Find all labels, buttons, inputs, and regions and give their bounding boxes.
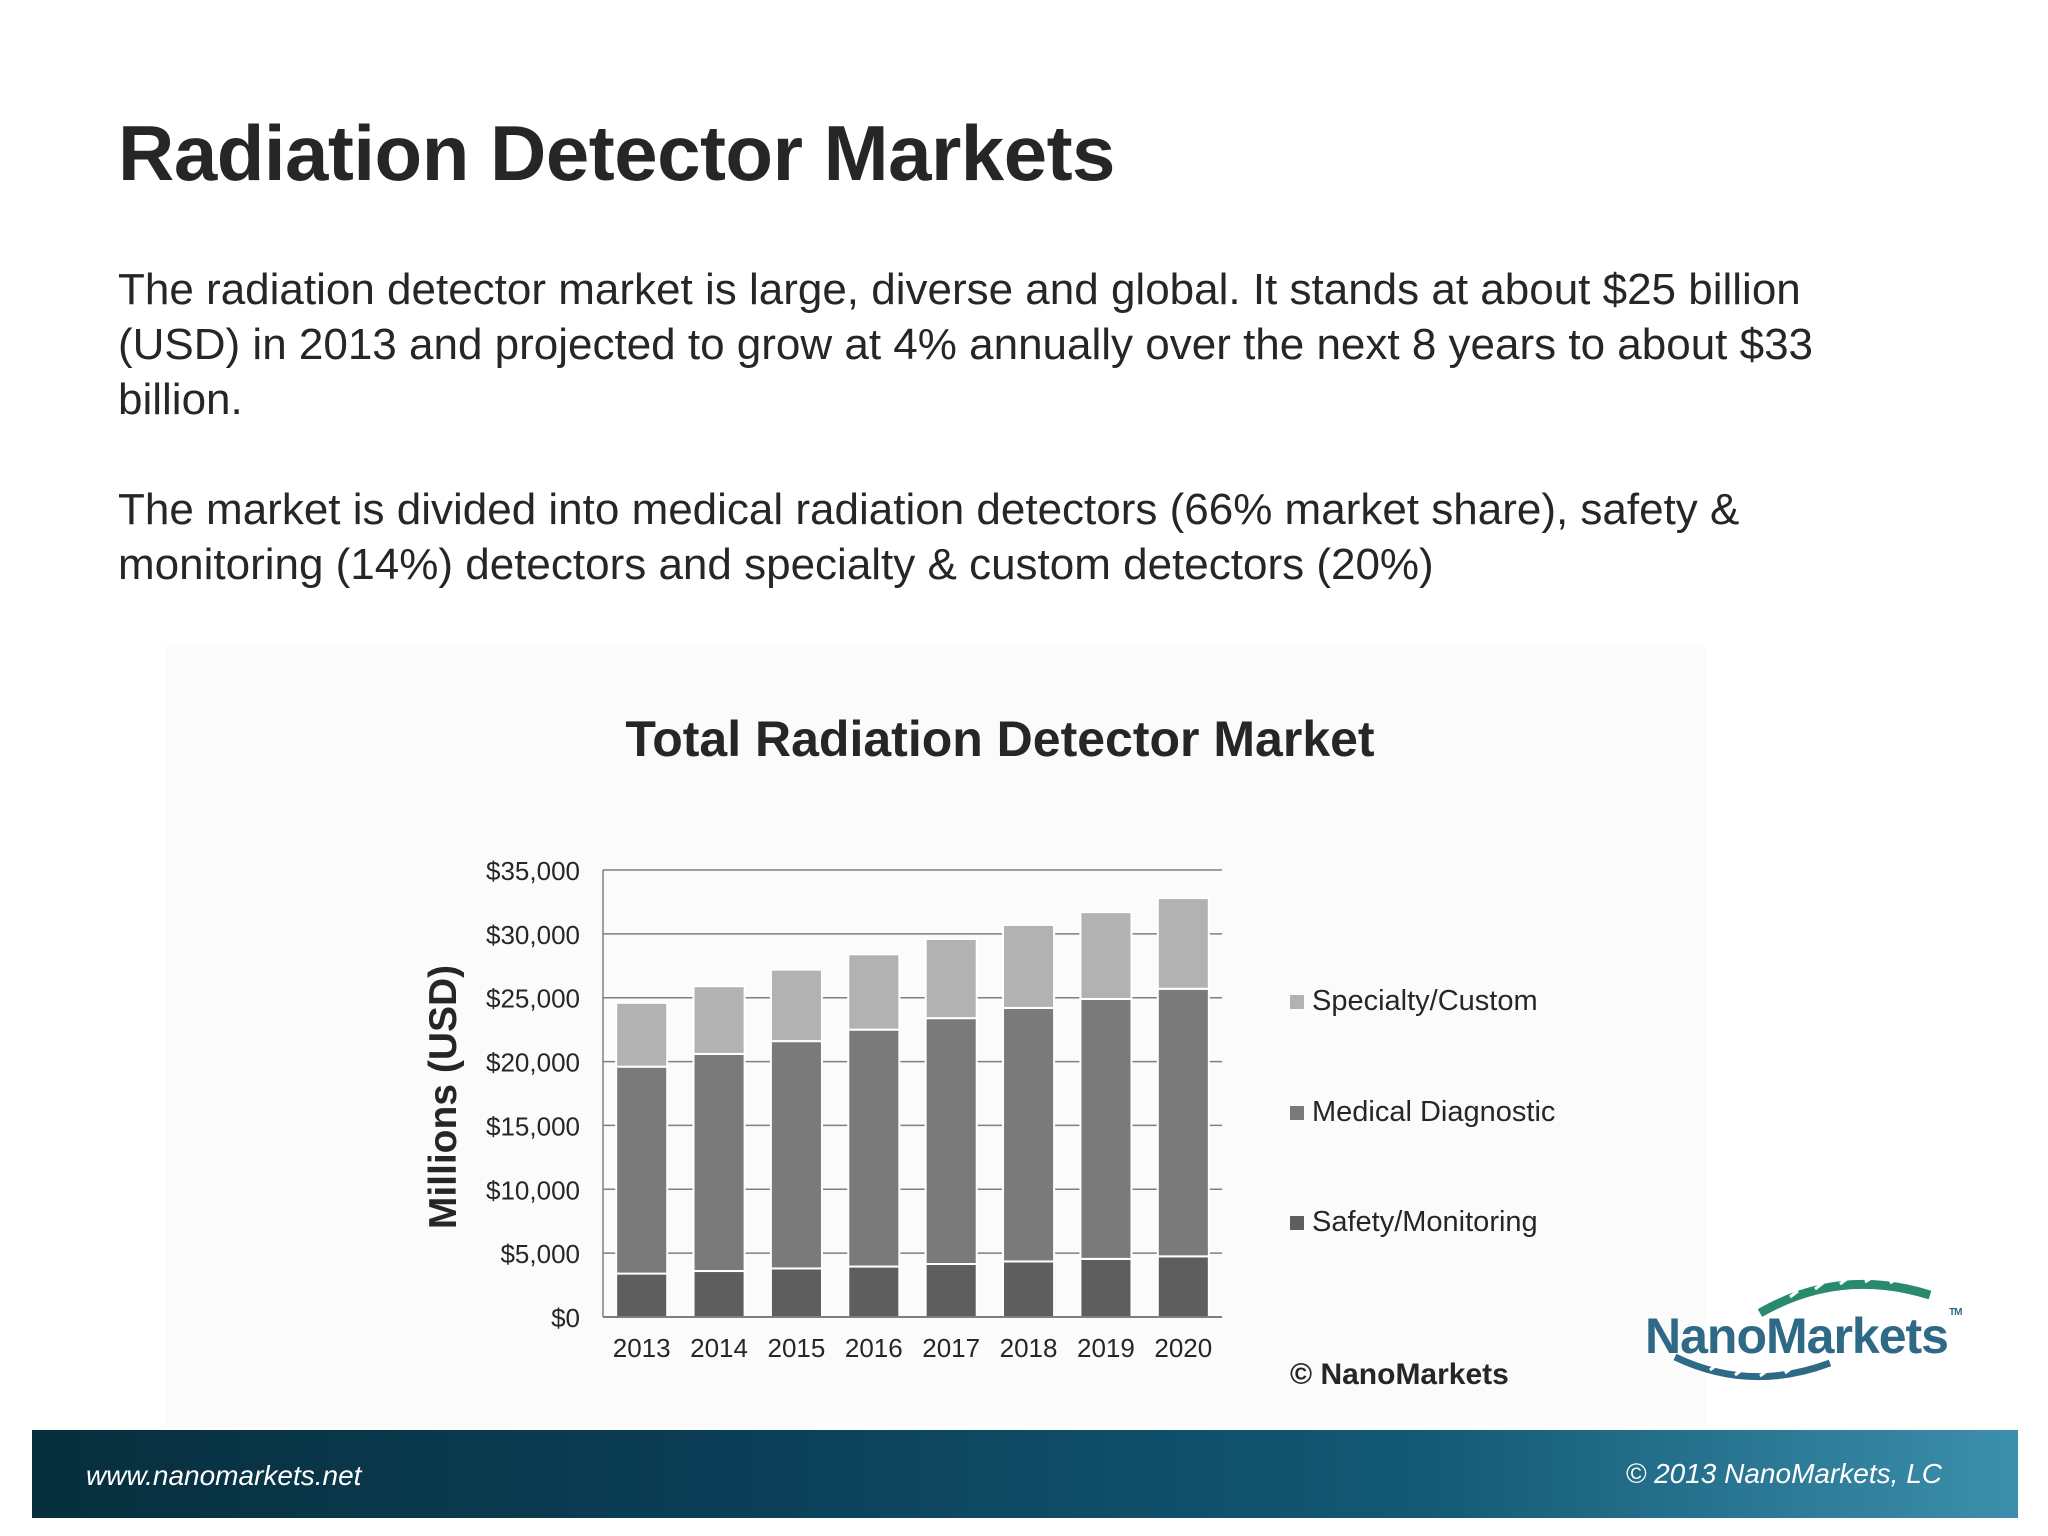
bar-segment-medical-diagnostic-2013 bbox=[615, 1065, 669, 1275]
bar-segment-medical-diagnostic-2016 bbox=[847, 1028, 901, 1268]
stacked-bar-chart: $0 $5,000 $10,000 $15,000 $20,000 $25,000 $30,… bbox=[486, 856, 1222, 1363]
bar-segment-specialty-custom-2019 bbox=[1079, 911, 1133, 1000]
logo-arc-icon bbox=[1673, 1275, 1932, 1381]
x-tick-label: 2013 bbox=[613, 1333, 671, 1363]
slide-title: Radiation Detector Markets bbox=[118, 109, 1115, 197]
legend-item-safety: Safety/Monitoring bbox=[1290, 1206, 1538, 1239]
x-tick-label: 2017 bbox=[922, 1333, 980, 1363]
legend-item-specialty: Specialty/Custom bbox=[1290, 985, 1538, 1018]
bar-segment-medical-diagnostic-2018 bbox=[1002, 1006, 1056, 1263]
chart-plot: $0 $5,000 $10,000 $15,000 $20,000 $25,000 $30,… bbox=[400, 845, 1280, 1385]
x-tick-label: 2014 bbox=[690, 1333, 748, 1363]
bar-segment-medical-diagnostic-2014 bbox=[692, 1052, 746, 1273]
x-tick-label: 2015 bbox=[768, 1333, 826, 1363]
bar-segment-specialty-custom-2018 bbox=[1002, 923, 1056, 1009]
bar-segment-safety-monitoring-2017 bbox=[924, 1262, 978, 1318]
bar-segment-specialty-custom-2016 bbox=[847, 953, 901, 1031]
market-share-paragraph: The market is divided into medical radia… bbox=[118, 485, 1740, 589]
bar-segment-safety-monitoring-2016 bbox=[847, 1265, 901, 1318]
y-tick-label: $20,000 bbox=[486, 1048, 580, 1078]
legend-label-specialty: Specialty/Custom bbox=[1312, 985, 1538, 1017]
legend-swatch-medical bbox=[1290, 1105, 1304, 1120]
legend-swatch-safety bbox=[1290, 1215, 1304, 1230]
intro-paragraph: The radiation detector market is large, … bbox=[118, 265, 1814, 424]
y-tick-label: $5,000 bbox=[500, 1239, 580, 1269]
nanomarkets-logo: NanoMarketsTM bbox=[1640, 1275, 1962, 1385]
bar-segment-safety-monitoring-2015 bbox=[769, 1267, 823, 1318]
bar-segment-specialty-custom-2020 bbox=[1156, 897, 1210, 990]
x-tick-label: 2018 bbox=[1000, 1333, 1058, 1363]
legend-label-medical: Medical Diagnostic bbox=[1312, 1096, 1556, 1128]
y-tick-label: $0 bbox=[551, 1303, 580, 1333]
bar-segment-safety-monitoring-2019 bbox=[1079, 1257, 1133, 1319]
bar-segment-safety-monitoring-2014 bbox=[692, 1270, 746, 1318]
bar-segment-safety-monitoring-2013 bbox=[615, 1272, 669, 1319]
footer-bar: www.nanomarkets.net © 2013 NanoMarkets, … bbox=[32, 1430, 2018, 1518]
bar-segment-medical-diagnostic-2019 bbox=[1079, 997, 1133, 1260]
chart-title: Total Radiation Detector Market bbox=[625, 711, 1375, 767]
legend-swatch-specialty bbox=[1290, 994, 1304, 1009]
bar-segment-medical-diagnostic-2020 bbox=[1156, 987, 1210, 1258]
legend-item-medical: Medical Diagnostic bbox=[1290, 1096, 1555, 1129]
bar-segment-safety-monitoring-2020 bbox=[1156, 1255, 1210, 1319]
y-tick-label: $15,000 bbox=[486, 1111, 580, 1141]
legend-label-safety: Safety/Monitoring bbox=[1312, 1206, 1538, 1238]
footer-copyright: © 2013 NanoMarkets, LC bbox=[1625, 1458, 1942, 1489]
chart-credit: © NanoMarkets bbox=[1290, 1358, 1509, 1391]
y-tick-label: $25,000 bbox=[486, 984, 580, 1014]
x-tick-label: 2019 bbox=[1077, 1333, 1135, 1363]
bar-segment-medical-diagnostic-2017 bbox=[924, 1017, 978, 1265]
y-tick-label: $10,000 bbox=[486, 1175, 580, 1205]
y-tick-label: $35,000 bbox=[486, 856, 580, 886]
logo-text: NanoMarketsTM bbox=[1645, 1307, 1962, 1364]
bar-segment-safety-monitoring-2018 bbox=[1002, 1260, 1056, 1318]
x-tick-label: 2016 bbox=[845, 1333, 903, 1363]
bar-segment-specialty-custom-2014 bbox=[692, 985, 746, 1055]
y-tick-label: $30,000 bbox=[486, 920, 580, 950]
bar-segment-specialty-custom-2015 bbox=[769, 968, 823, 1043]
bar-segment-specialty-custom-2013 bbox=[615, 1001, 669, 1068]
footer-website-link[interactable]: www.nanomarkets.net bbox=[86, 1460, 362, 1491]
bar-segment-medical-diagnostic-2015 bbox=[769, 1040, 823, 1270]
x-tick-label: 2020 bbox=[1154, 1333, 1212, 1363]
bar-segment-specialty-custom-2017 bbox=[924, 937, 978, 1020]
